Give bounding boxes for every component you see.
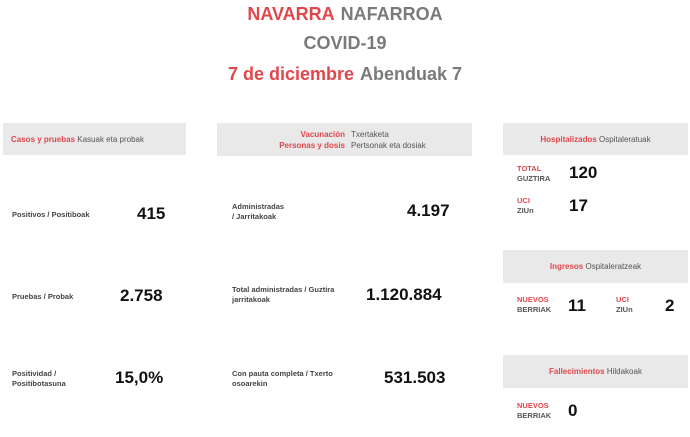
- deaths-new-es: NUEVOS: [517, 401, 549, 410]
- hospital-icu-es: UCI: [517, 196, 530, 205]
- hospital-total-eu: GUZTIRA: [517, 174, 551, 183]
- vaccination-header-eu-1: Txertaketa: [351, 129, 389, 139]
- deaths-new-value: 0: [568, 401, 578, 420]
- hospital-header-eu: Ospitaleratuak: [599, 134, 651, 144]
- positivity-value: 15,0%: [115, 368, 164, 387]
- region-title: NAVARRA NAFARROA: [0, 4, 690, 25]
- date-title: 7 de diciembre Abenduak 7: [0, 64, 690, 85]
- total-administered-label: Total administradas / Guztira jarritakoa…: [232, 285, 334, 305]
- hospital-icu-eu: ZIUn: [517, 206, 534, 215]
- admissions-icu-value: 2: [665, 296, 675, 315]
- vaccination-header-es: Vacunación Personas y dosis: [217, 129, 345, 151]
- vaccination-header-es-2: Personas y dosis: [279, 140, 345, 150]
- complete-schedule-label: Con pauta completa / Txerto osoarekin: [232, 369, 333, 389]
- deaths-new-eu: BERRIAK: [517, 411, 552, 420]
- hospital-total-es: TOTAL: [517, 164, 542, 173]
- deaths-header-eu: Hildakoak: [606, 367, 642, 376]
- hospital-icu-label: UCI ZIUn: [517, 196, 534, 216]
- total-administered-label-line2: jarritakoak: [232, 295, 270, 304]
- admissions-header-eu: Ospitaleratzeak: [585, 262, 642, 271]
- vaccination-header: Vacunación Personas y dosis Txertaketa P…: [217, 123, 472, 156]
- hospital-total-label: TOTAL GUZTIRA: [517, 164, 550, 184]
- administered-value: 4.197: [407, 201, 450, 220]
- vaccination-header-es-1: Vacunación: [300, 129, 345, 139]
- admissions-new-es: NUEVOS: [517, 295, 549, 304]
- administered-label-line1: Administradas: [232, 202, 285, 211]
- total-administered-label-line1: Total administradas / Guztira: [232, 285, 335, 294]
- deaths-header: Fallecimientos Hildakoak: [503, 355, 688, 388]
- admissions-new-eu: BERRIAK: [517, 305, 552, 314]
- deaths-header-es: Fallecimientos: [549, 367, 605, 376]
- positives-value: 415: [137, 204, 166, 223]
- admissions-header-es: Ingresos: [549, 262, 584, 271]
- date-eu: Abenduak 7: [360, 64, 463, 84]
- subtitle: COVID-19: [303, 33, 387, 53]
- administered-label: Administradas / Jarritakoak: [232, 202, 284, 222]
- positivity-label-line2: Positibotasuna: [12, 379, 66, 388]
- cases-header: Casos y pruebas Kasuak eta probak: [3, 123, 186, 155]
- deaths-new-label: NUEVOS BERRIAK: [517, 401, 551, 421]
- hospital-icu-value: 17: [569, 196, 588, 215]
- admissions-icu-eu: ZIUn: [616, 305, 633, 314]
- vaccination-header-eu-2: Pertsonak eta dosiak: [351, 140, 426, 150]
- admissions-new-value: 11: [568, 296, 586, 315]
- complete-schedule-label-line2: osoarekin: [232, 379, 268, 388]
- admissions-icu-es: UCI: [616, 295, 629, 304]
- region-title-eu: NAFARROA: [340, 4, 443, 24]
- hospital-header-es: Hospitalizados: [540, 134, 597, 144]
- total-administered-value: 1.120.884: [366, 285, 442, 304]
- admissions-icu-label: UCI ZIUn: [616, 295, 633, 315]
- positivity-label: Positividad / Positibotasuna: [12, 369, 66, 389]
- administered-label-line2: / Jarritakoak: [232, 212, 277, 221]
- admissions-new-label: NUEVOS BERRIAK: [517, 295, 551, 315]
- vaccination-header-eu: Txertaketa Pertsonak eta dosiak: [345, 129, 426, 151]
- hospital-total-value: 120: [569, 163, 598, 182]
- region-title-es: NAVARRA: [247, 4, 335, 24]
- positives-label: Positivos / Positiboak: [12, 210, 90, 219]
- hospital-header: Hospitalizados Ospitaleratuak: [503, 123, 688, 155]
- cases-header-es: Casos y pruebas: [11, 134, 76, 144]
- cases-header-eu: Kasuak eta probak: [77, 134, 144, 144]
- positivity-label-line1: Positividad /: [12, 369, 57, 378]
- admissions-header: Ingresos Ospitaleratzeak: [503, 250, 688, 283]
- complete-schedule-label-line1: Con pauta completa / Txerto: [232, 369, 333, 378]
- tests-label: Pruebas / Probak: [12, 292, 74, 301]
- complete-schedule-value: 531.503: [384, 368, 446, 387]
- tests-value: 2.758: [120, 286, 163, 305]
- date-es: 7 de diciembre: [227, 64, 355, 84]
